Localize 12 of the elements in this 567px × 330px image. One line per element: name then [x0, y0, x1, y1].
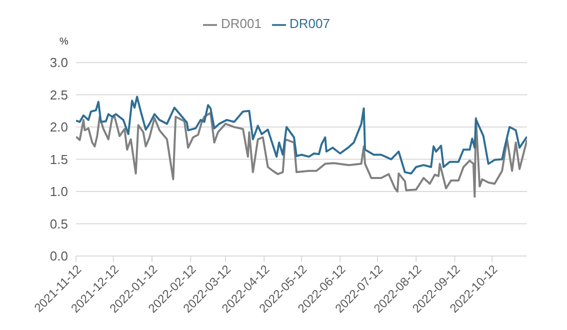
y-tick-label: 0.0	[50, 248, 68, 264]
y-tick-label: 1.0	[50, 184, 68, 200]
y-tick-label: 1.5	[50, 152, 68, 167]
y-tick-label: 2.5	[50, 87, 68, 102]
y-tick-label: 0.5	[50, 216, 68, 232]
legend-label: DR001	[221, 16, 262, 31]
legend-label: DR007	[290, 16, 330, 31]
y-tick-label: 3.0	[50, 55, 68, 70]
line-series	[76, 112, 527, 198]
y-axis-title: %	[60, 36, 69, 48]
line-series	[76, 96, 527, 174]
y-tick-label: 2.0	[50, 120, 68, 135]
